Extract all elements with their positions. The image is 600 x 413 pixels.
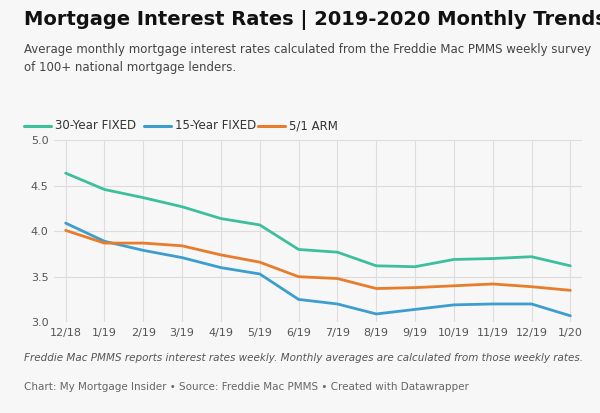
Text: 5/1 ARM: 5/1 ARM bbox=[289, 119, 338, 133]
Text: Chart: My Mortgage Insider • Source: Freddie Mac PMMS • Created with Datawrapper: Chart: My Mortgage Insider • Source: Fre… bbox=[24, 382, 469, 392]
Text: Freddie Mac PMMS reports interest rates weekly. Monthly averages are calculated : Freddie Mac PMMS reports interest rates … bbox=[24, 353, 583, 363]
Text: Mortgage Interest Rates | 2019-2020 Monthly Trends: Mortgage Interest Rates | 2019-2020 Mont… bbox=[24, 10, 600, 30]
Text: Average monthly mortgage interest rates calculated from the Freddie Mac PMMS wee: Average monthly mortgage interest rates … bbox=[24, 43, 591, 74]
Text: 15-Year FIXED: 15-Year FIXED bbox=[175, 119, 256, 133]
Text: 30-Year FIXED: 30-Year FIXED bbox=[55, 119, 136, 133]
